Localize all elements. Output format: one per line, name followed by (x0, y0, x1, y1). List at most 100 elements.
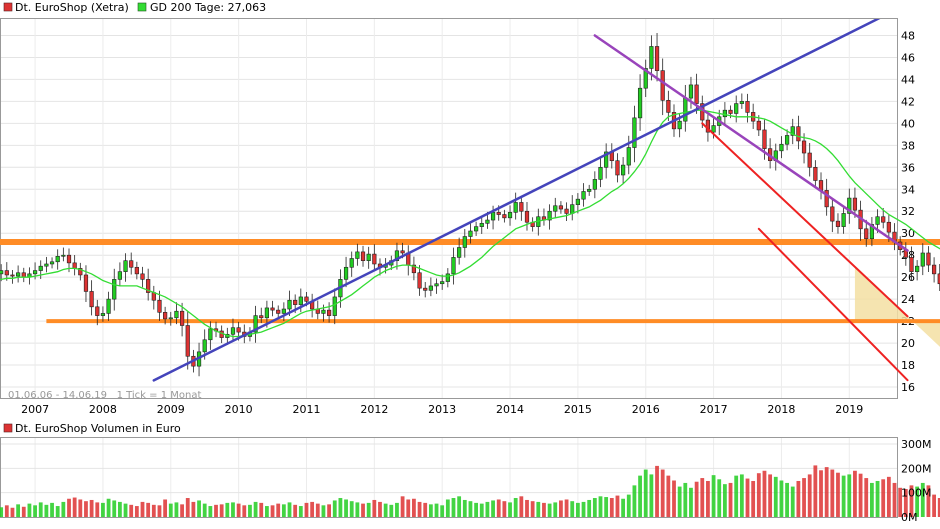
candle (756, 115, 761, 136)
price-y-tick-label: 18 (901, 359, 915, 372)
candle (587, 184, 592, 196)
volume-bar (819, 470, 823, 517)
volume-bar (50, 502, 54, 517)
volume-bar (739, 474, 744, 517)
volume-bar (78, 499, 83, 517)
volume-bar (406, 499, 411, 517)
price-y-tick-label: 30 (901, 227, 915, 240)
candle (734, 95, 739, 123)
volume-bar (722, 484, 727, 517)
candle (276, 305, 281, 319)
support-lines (0, 239, 940, 324)
volume-bar (587, 499, 592, 517)
volume-bar (536, 501, 541, 517)
candle (259, 307, 264, 324)
volume-bar (892, 482, 897, 517)
candle (604, 143, 609, 179)
candle (722, 102, 727, 125)
volume-bar (807, 474, 812, 517)
volume-bar (711, 475, 716, 517)
candle (694, 73, 699, 114)
candle (830, 198, 835, 233)
candle (581, 183, 586, 207)
volume-bar (853, 470, 857, 517)
legend-swatch-price (3, 2, 13, 12)
candle (926, 246, 931, 272)
volume-bar (525, 499, 529, 517)
price-x-axis: 2007 2008 2009 2010 2011 2012 2013 2014 2015 2016… (21, 403, 863, 416)
candle (434, 278, 439, 294)
volume-bar (349, 501, 354, 517)
volume-bar (191, 501, 196, 517)
candle (423, 281, 428, 298)
volume-bar (174, 502, 179, 517)
volume-bar (10, 507, 15, 517)
candle (134, 261, 139, 280)
candle (411, 256, 417, 281)
candle (920, 243, 925, 276)
volume-bar (881, 479, 886, 517)
volume-bar (530, 501, 535, 517)
candle (179, 302, 185, 337)
volume-bar (502, 501, 507, 517)
volume-bar (0, 507, 4, 517)
volume-bar (542, 502, 546, 517)
volume-bar (559, 500, 563, 517)
price-panel-frame (0, 18, 898, 399)
candle (632, 105, 637, 163)
volume-bar (491, 500, 495, 517)
volume-bar (886, 476, 891, 517)
candle (112, 268, 117, 311)
volume-y-tick-label: 200M (901, 462, 932, 475)
candle (16, 265, 21, 283)
volume-bar (592, 498, 597, 517)
volume-bar (344, 499, 348, 517)
volume-bar (383, 503, 388, 517)
candle (0, 264, 4, 282)
volume-bar (185, 498, 190, 517)
candle (445, 268, 450, 288)
volume-bar (378, 501, 382, 517)
volume-bar (84, 501, 88, 517)
price-y-tick-label: 46 (901, 51, 915, 64)
candle (146, 268, 151, 301)
candle (163, 306, 168, 325)
ma-200-line (0, 109, 940, 338)
volume-bar (564, 499, 569, 517)
volume-bars (0, 465, 940, 517)
price-y-tick-label: 48 (901, 29, 915, 42)
candle (394, 242, 400, 270)
volume-bar (89, 499, 94, 517)
candle (864, 219, 869, 247)
candle (468, 223, 473, 244)
legend-swatch-ma (137, 2, 147, 12)
candle (909, 246, 914, 280)
volume-bar (677, 486, 682, 517)
legend-volume-label: Dt. EuroShop Volumen in Euro (15, 422, 181, 435)
volume-bar (281, 504, 286, 517)
volume-bar (513, 498, 518, 517)
volume-bar (259, 502, 264, 517)
candle (598, 156, 603, 188)
candle (360, 245, 366, 267)
volume-bar (423, 502, 428, 517)
volume-bar (796, 480, 801, 517)
volume-bar (327, 504, 331, 517)
candle (915, 260, 920, 281)
volume-bar (44, 504, 49, 517)
volume-bar (321, 505, 326, 517)
volume-bar (451, 498, 456, 517)
candle (281, 302, 286, 321)
candle (355, 243, 360, 266)
volume-bar (728, 482, 733, 517)
volume-bar (700, 478, 705, 517)
date-range-info: 01.06.06 - 14.06.19 1 Tick = 1 Monat (8, 390, 201, 401)
price-y-tick-label: 16 (901, 381, 915, 394)
candle (366, 246, 371, 269)
volume-bar (496, 499, 501, 517)
candle (372, 244, 377, 272)
volume-bar (779, 480, 784, 517)
volume-bar (508, 502, 512, 517)
volume-bar (751, 480, 756, 517)
volume-bar (129, 504, 134, 517)
